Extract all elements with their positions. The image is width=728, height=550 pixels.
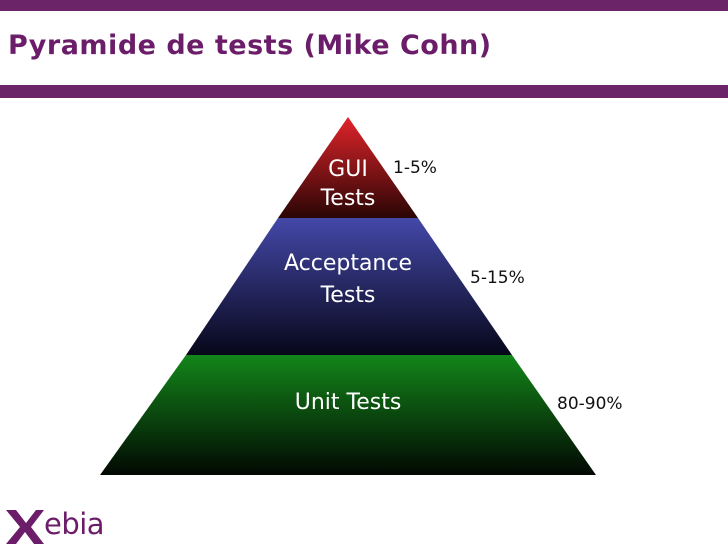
acceptance-label-line2: Tests bbox=[320, 283, 376, 308]
unit-share-label: 80-90% bbox=[557, 394, 623, 414]
xebia-logo-text: ebia bbox=[44, 507, 105, 541]
top-accent-bar bbox=[0, 0, 728, 11]
gui-label-line1: GUI bbox=[328, 157, 368, 182]
title-underline-bar bbox=[0, 85, 728, 98]
acceptance-share-label: 5-15% bbox=[470, 268, 525, 288]
xebia-x-logo-icon bbox=[6, 510, 44, 544]
xebia-logo: ebia bbox=[4, 506, 114, 546]
unit-label: Unit Tests bbox=[295, 390, 402, 415]
slide-title: Pyramide de tests (Mike Cohn) bbox=[8, 30, 492, 61]
pyramid-layer-unit bbox=[100, 355, 596, 475]
gui-share-label: 1-5% bbox=[393, 158, 437, 178]
gui-label-line2: Tests bbox=[320, 186, 376, 211]
pyramid-layer-acceptance bbox=[186, 218, 512, 355]
acceptance-label-line1: Acceptance bbox=[284, 251, 412, 276]
pyramid-layer-gui bbox=[278, 117, 418, 218]
